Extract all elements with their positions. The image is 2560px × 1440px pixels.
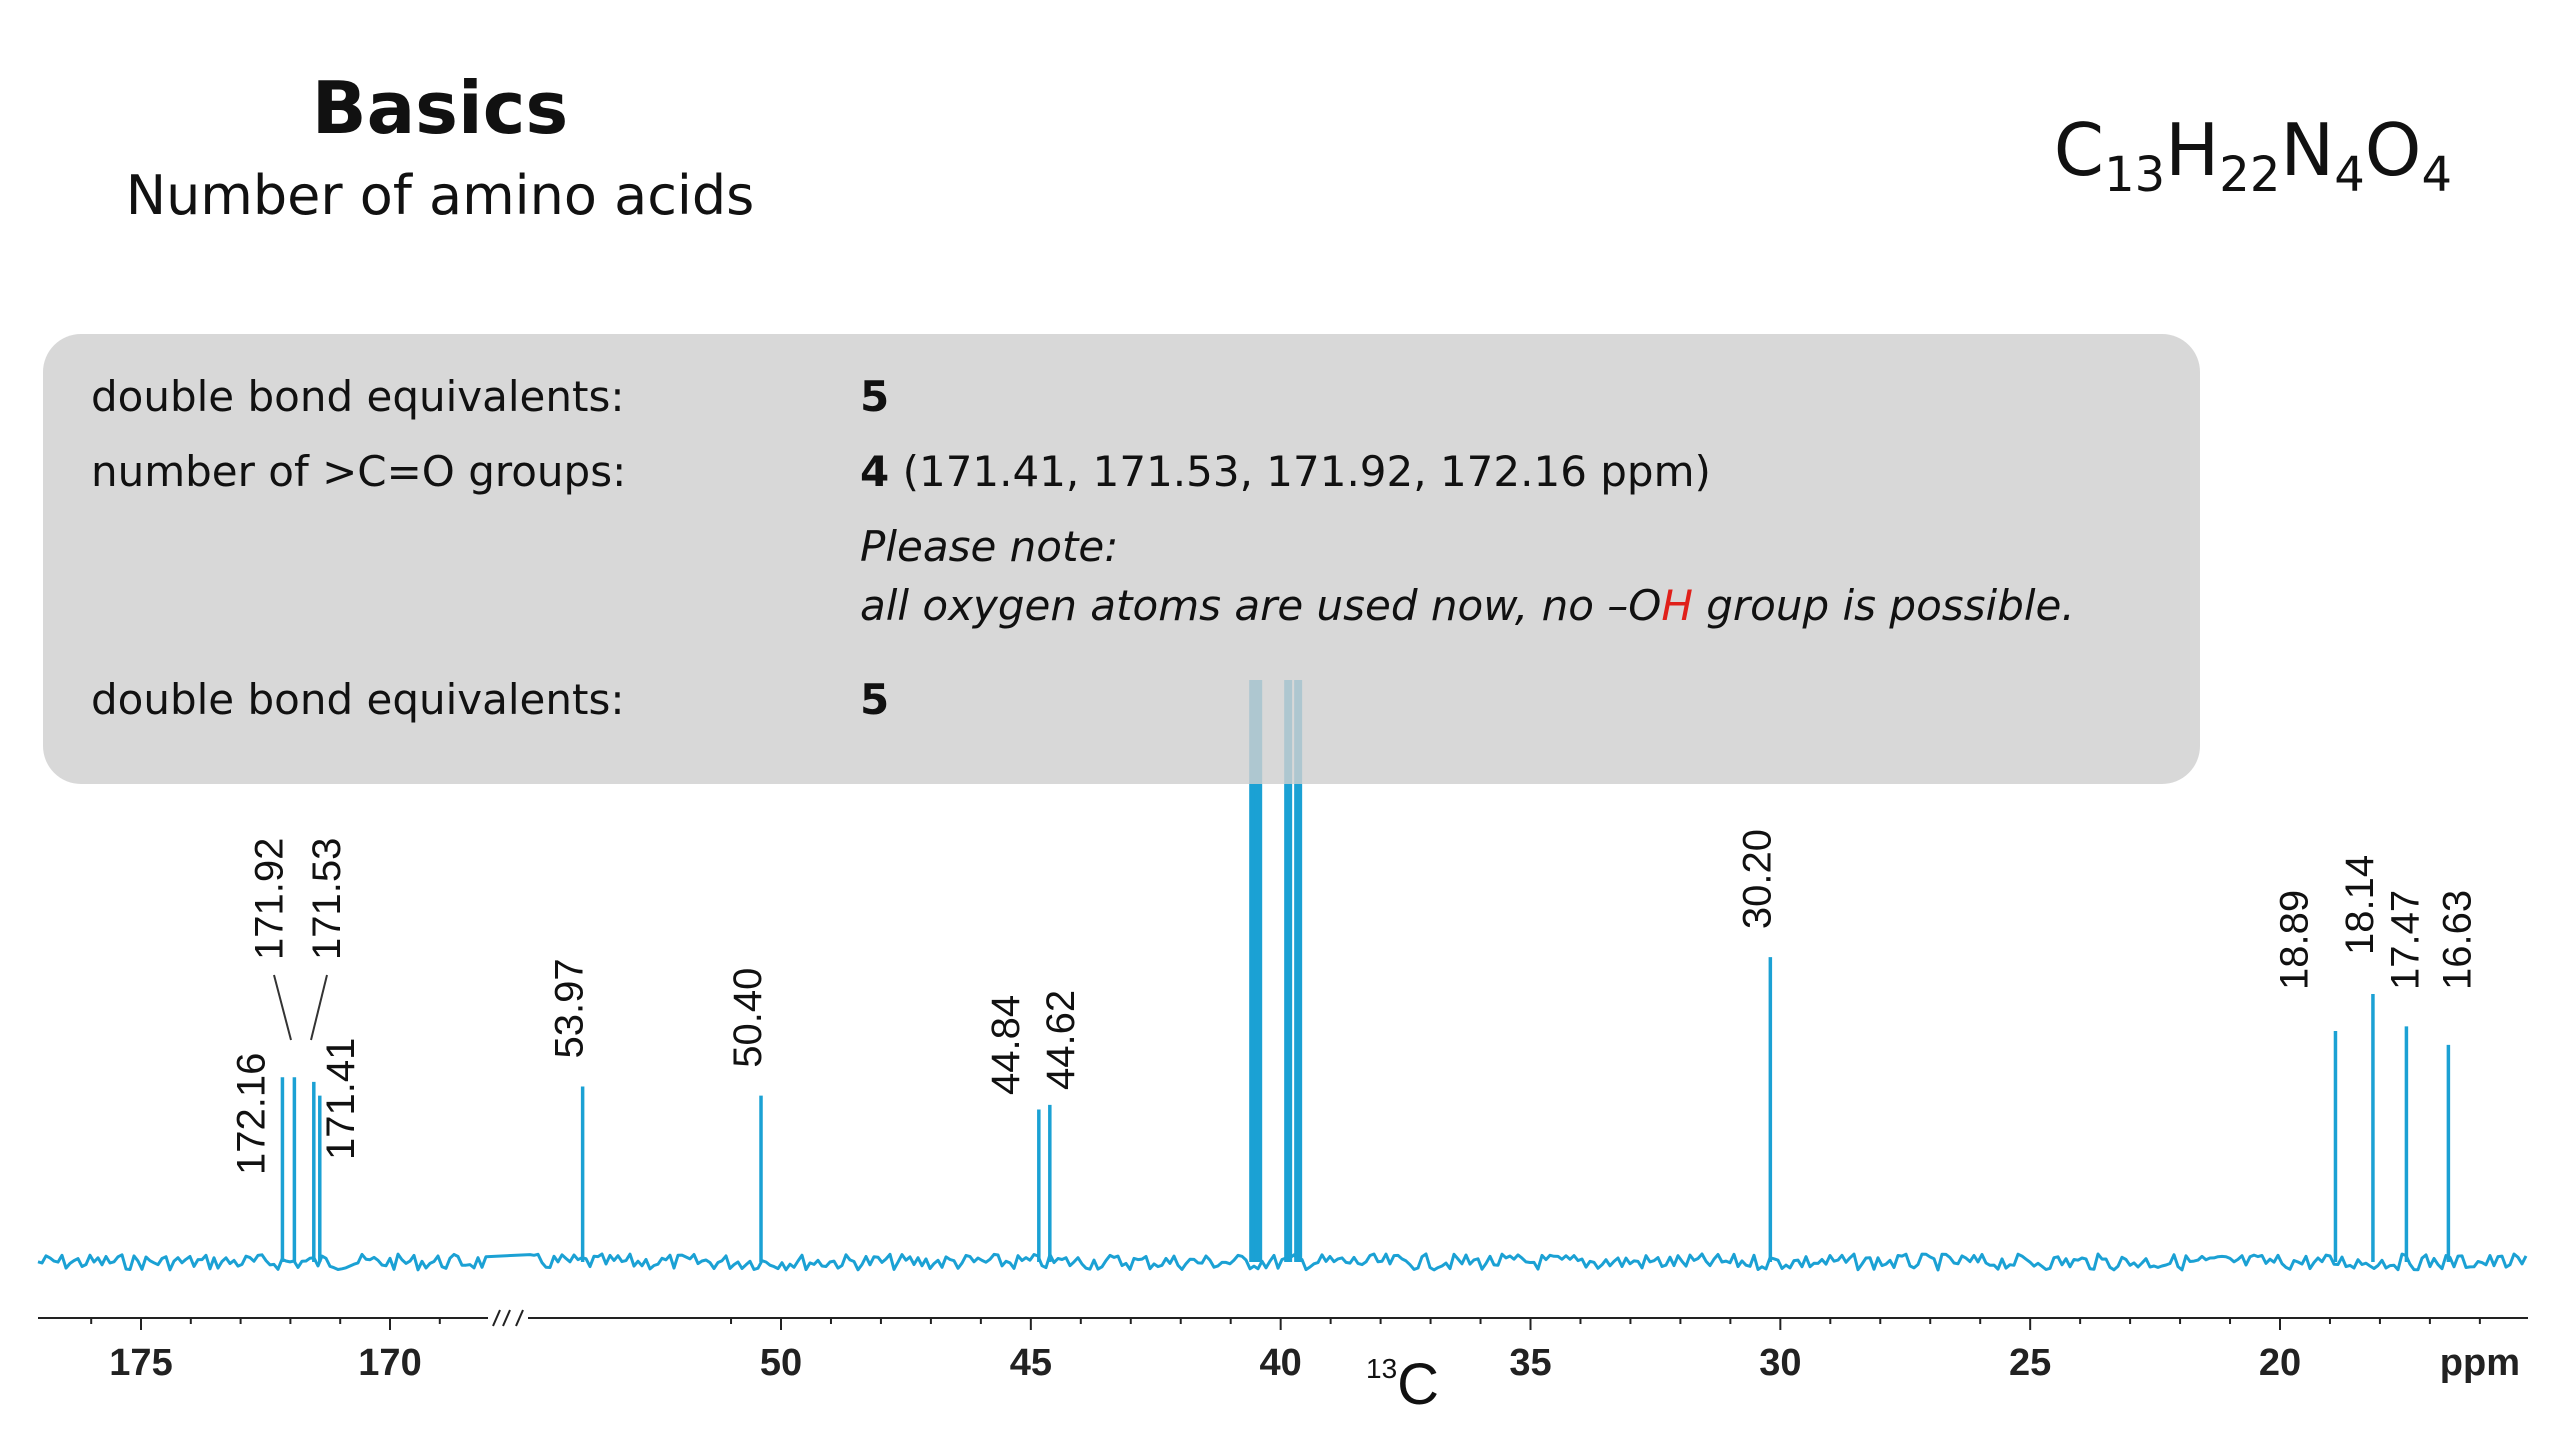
peak-label-1: 171.92 (247, 838, 291, 960)
solvent-peak-0 (1249, 680, 1258, 1262)
spectrum-peaks (280, 680, 2451, 1262)
note-text: all oxygen atoms are used now, no –OH gr… (860, 581, 2075, 630)
peak-label-11: 17.47 (2383, 890, 2427, 990)
tick-label: 175 (109, 1342, 172, 1384)
solvent-peak-3 (1294, 680, 1303, 1262)
carbonyl-label: number of >C=O groups: (91, 447, 627, 496)
tick-label: 40 (1260, 1342, 1302, 1384)
carbonyl-value: 4 (171.41, 171.53, 171.92, 172.16 ppm) (860, 447, 1711, 496)
tick-label: 35 (1509, 1342, 1551, 1384)
peak-label-8: 30.20 (1735, 829, 1779, 929)
peak-label-0: 172.16 (229, 1053, 273, 1175)
x-axis: 175 170 50 45 40 35 30 25 20 (38, 1309, 2528, 1384)
info-panel: double bond equivalents: 5 number of >C=… (43, 334, 2200, 784)
x-axis-label: 13C (1366, 1352, 1439, 1417)
peak-label-4: 53.97 (548, 958, 592, 1058)
peak-labels: 172.16 171.92 171.53 171.41 53.97 50.40 44.84 4… (229, 829, 2479, 1175)
axis-break-mark (502, 1309, 511, 1327)
leader-line (310, 974, 328, 1041)
x-axis-unit: ppm (2440, 1342, 2520, 1384)
peak-label-6: 44.84 (984, 995, 1028, 1095)
peak-label-9: 18.89 (2272, 890, 2316, 990)
axis-break-mark (492, 1309, 501, 1327)
tick-label: 45 (1010, 1342, 1052, 1384)
dbe-value: 5 (860, 372, 890, 421)
title-block: Basics Number of amino acids (40, 60, 840, 236)
leader-line (273, 974, 292, 1041)
dbe-label: double bond equivalents: (91, 372, 625, 421)
peak-label-5: 50.40 (726, 968, 770, 1068)
axis-break-mark (515, 1309, 524, 1327)
solvent-peak-2 (1284, 680, 1293, 1262)
note-title: Please note: (860, 522, 1119, 571)
tick-label: 50 (760, 1342, 802, 1384)
peak-label-2: 171.53 (305, 838, 349, 960)
tick-label: 25 (2009, 1342, 2051, 1384)
peak-label-3: 171.41 (319, 1038, 363, 1160)
molecular-formula: C13H22N4O4 (2053, 108, 2452, 203)
tick-label: 30 (1759, 1342, 1801, 1384)
page-subtitle: Number of amino acids (125, 164, 755, 227)
tick-label: 20 (2259, 1342, 2301, 1384)
spectrum-trace (37, 1252, 2528, 1272)
dbe-label-2: double bond equivalents: (91, 675, 625, 724)
dbe-value-2: 5 (860, 675, 890, 724)
peak-label-12: 16.63 (2435, 890, 2479, 990)
page-title: Basics (311, 66, 569, 150)
solvent-peak-1 (1254, 680, 1263, 1262)
peak-label-10: 18.14 (2338, 855, 2382, 955)
tick-label: 170 (358, 1342, 421, 1384)
peak-label-7: 44.62 (1039, 990, 1083, 1090)
